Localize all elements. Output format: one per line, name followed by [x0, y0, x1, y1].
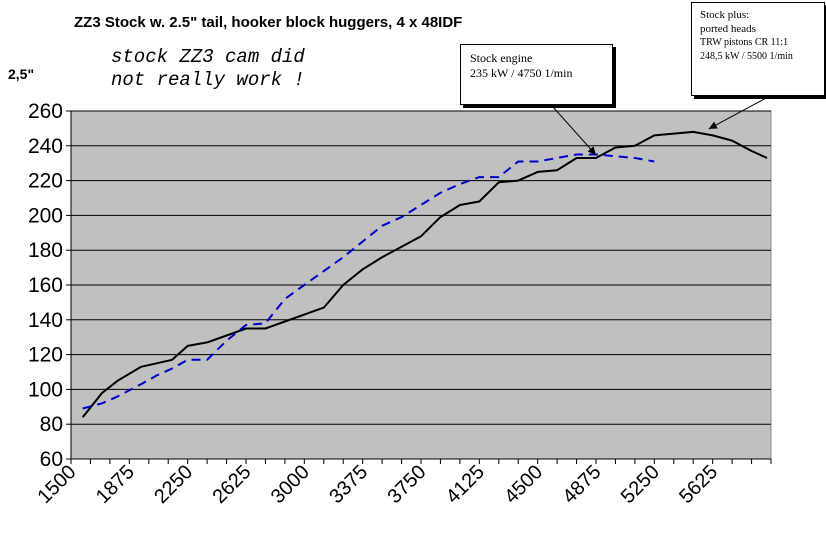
x-tick-label-4500: 4500 — [500, 461, 547, 508]
y-tick-label-240: 240 — [28, 135, 63, 158]
y-tick-label-140: 140 — [28, 309, 63, 332]
x-tick-label-2625: 2625 — [209, 461, 256, 508]
callout-plus-line-2: ported heads — [700, 23, 756, 35]
y-tick-label-60: 60 — [40, 448, 63, 471]
x-tick-label-3000: 3000 — [267, 461, 314, 508]
y-tick-label-160: 160 — [28, 274, 63, 297]
x-tick-label-3750: 3750 — [384, 461, 431, 508]
y-axis-label: 2,5" — [8, 66, 34, 82]
callout-plus-arrow-line — [708, 96, 769, 130]
x-tick-label-5625: 5625 — [675, 461, 722, 508]
x-axis: 1500 1875 2250 2625 3000 3375 3750 4125 4500 4875… — [34, 458, 772, 508]
y-tick-label-220: 220 — [28, 170, 63, 193]
y-axis: 60 80 100 120 140 160 180 200 220 240 260 — [28, 100, 72, 471]
y-tick-label-100: 100 — [28, 378, 63, 401]
chart-title: ZZ3 Stock w. 2.5" tail, hooker block hug… — [74, 14, 462, 31]
callout-stock-line-1: Stock engine — [470, 51, 533, 65]
y-tick-label-120: 120 — [28, 344, 63, 367]
annotation-line-2: not really work ! — [111, 69, 305, 91]
y-tick-label-200: 200 — [28, 204, 63, 227]
callout-plus-arrow-head — [708, 121, 718, 129]
series-layer — [81, 130, 768, 418]
x-tick-label-2250: 2250 — [150, 461, 197, 508]
y-tick-label-260: 260 — [28, 100, 63, 123]
callout-plus-line-4: 248,5 kW / 5500 1/min — [700, 51, 793, 62]
callout-arrows — [552, 96, 769, 156]
callout-stock-arrow-head — [587, 146, 596, 155]
callout-stock-plus: Stock plus: ported heads TRW pistons CR … — [691, 2, 825, 96]
callout-stock-arrow-line — [552, 106, 597, 156]
grid-lines — [71, 110, 771, 425]
series-1-line — [82, 153, 655, 410]
x-tick-label-3375: 3375 — [325, 461, 372, 508]
annotation-line-1: stock ZZ3 cam did — [111, 46, 305, 68]
callout-stock-line-2: 235 kW / 4750 1/min — [470, 66, 573, 80]
x-tick-label-1875: 1875 — [92, 461, 139, 508]
x-tick-label-4125: 4125 — [442, 461, 489, 508]
callout-stock-engine: Stock engine 235 kW / 4750 1/min — [460, 44, 613, 105]
callout-plus-line-3: TRW pistons CR 11:1 — [700, 37, 789, 48]
x-tick-label-4875: 4875 — [559, 461, 606, 508]
x-tick-label-5250: 5250 — [617, 461, 664, 508]
y-tick-label-180: 180 — [28, 239, 63, 262]
y-tick-label-80: 80 — [40, 413, 63, 436]
series-0-line — [81, 130, 768, 418]
callout-plus-line-1: Stock plus: — [700, 9, 750, 21]
